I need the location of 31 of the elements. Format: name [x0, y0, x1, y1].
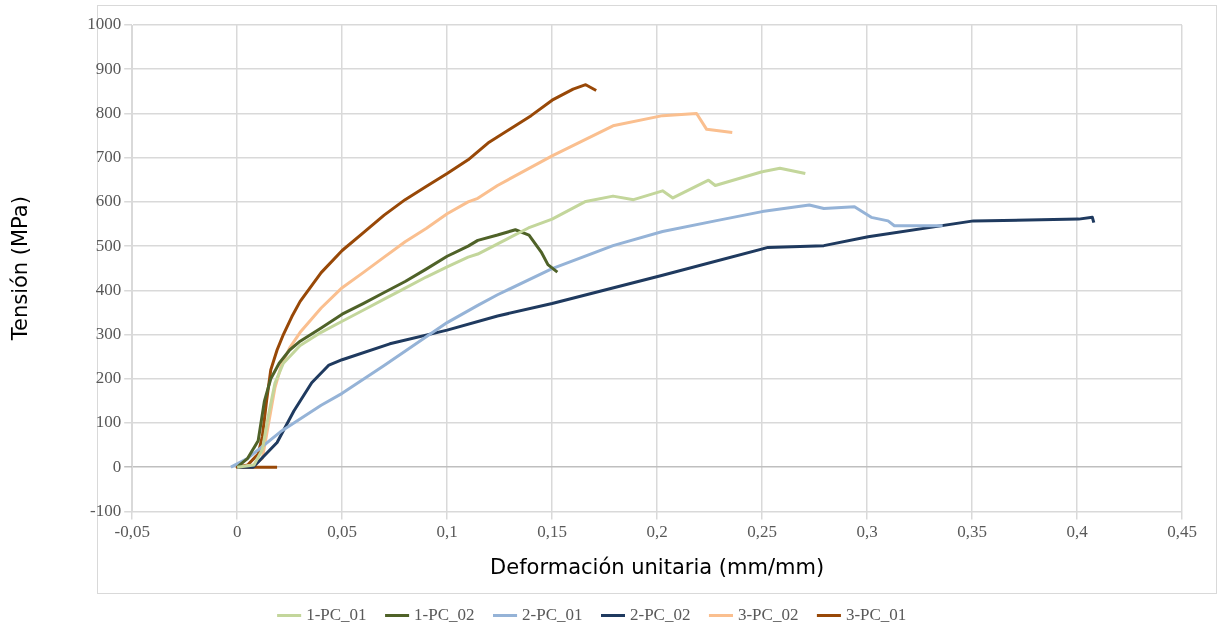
legend-label: 3-PC_02 — [737, 604, 799, 624]
x-tick-label: 0,2 — [646, 522, 668, 542]
x-tick-label: 0,35 — [957, 522, 987, 542]
y-tick-label: 600 — [95, 191, 122, 211]
x-axis-title: Deformación unitaria (mm/mm) — [490, 554, 825, 579]
legend-label: 2-PC_01 — [522, 604, 583, 624]
y-tick-label: 200 — [95, 368, 122, 388]
x-tick-label: 0,25 — [747, 522, 777, 542]
y-tick-label: 700 — [95, 147, 122, 167]
x-tick-label: 0 — [232, 522, 242, 542]
legend-label: 1-PC_02 — [414, 604, 475, 624]
x-tick-label: 0,15 — [537, 522, 567, 542]
x-tick-label: -0,05 — [114, 522, 150, 542]
x-tick-label: 0,45 — [1167, 522, 1197, 542]
x-tick-label: 0,4 — [1066, 522, 1089, 542]
y-tick-label: 500 — [95, 235, 122, 255]
y-tick-label: 800 — [95, 102, 122, 122]
legend-label: 1-PC_01 — [306, 604, 367, 624]
legend-label: 2-PC_02 — [630, 604, 691, 624]
y-tick-label: 300 — [95, 324, 122, 343]
x-tick-label: 0,05 — [327, 522, 358, 542]
y-tick-label: 900 — [95, 58, 122, 78]
y-tick-label: 1000 — [87, 14, 122, 34]
x-tick-label: 0,1 — [436, 522, 458, 542]
y-tick-label: 400 — [95, 279, 122, 299]
y-axis-title: Tensión (MPa) — [8, 196, 33, 342]
y-tick-label: 100 — [95, 412, 122, 432]
legend-label: 3-PC_01 — [845, 604, 907, 624]
x-tick-label: 0,3 — [856, 522, 878, 542]
y-tick-label: 0 — [112, 456, 122, 476]
y-tick-label: -100 — [90, 500, 122, 520]
